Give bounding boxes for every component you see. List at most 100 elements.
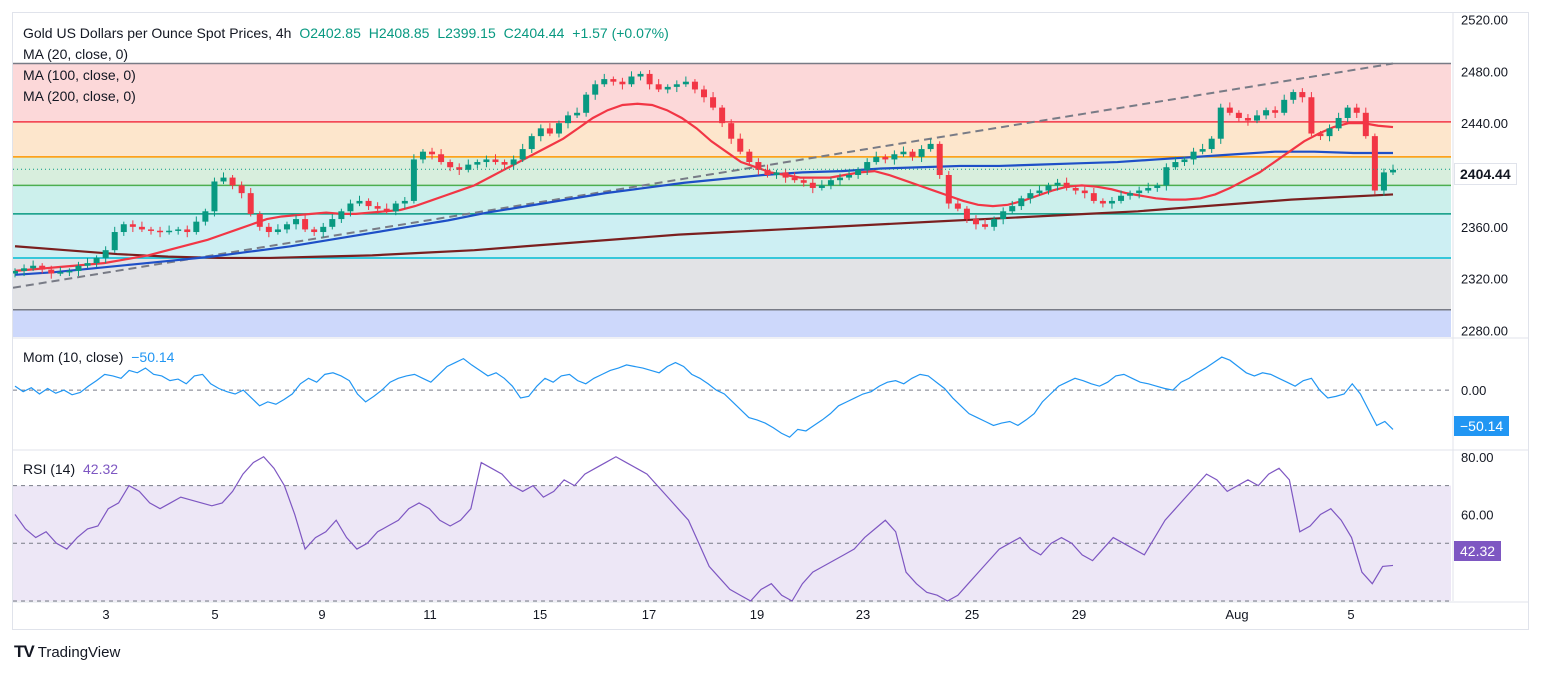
- candle-body[interactable]: [637, 73, 644, 77]
- candle-body[interactable]: [329, 219, 336, 227]
- candle-body[interactable]: [619, 81, 626, 85]
- candle-body[interactable]: [918, 149, 925, 157]
- candle-body[interactable]: [1027, 193, 1034, 199]
- candle-body[interactable]: [1335, 117, 1342, 129]
- candle-body[interactable]: [57, 272, 64, 274]
- candle-body[interactable]: [1190, 151, 1197, 160]
- candle-body[interactable]: [256, 213, 263, 227]
- candle-body[interactable]: [447, 162, 454, 168]
- candle-body[interactable]: [283, 224, 290, 230]
- candle-body[interactable]: [410, 159, 417, 201]
- candle-body[interactable]: [13, 270, 18, 274]
- candle-body[interactable]: [836, 177, 843, 181]
- candle-body[interactable]: [746, 151, 753, 163]
- candle-body[interactable]: [193, 221, 200, 233]
- candle-body[interactable]: [1108, 200, 1115, 204]
- candle-body[interactable]: [1163, 167, 1170, 186]
- candle-body[interactable]: [991, 219, 998, 227]
- candle-body[interactable]: [120, 224, 127, 233]
- candle-body[interactable]: [102, 250, 109, 258]
- candle-body[interactable]: [293, 219, 300, 225]
- candle-body[interactable]: [646, 73, 653, 85]
- candle-body[interactable]: [1099, 200, 1106, 204]
- candle-body[interactable]: [1317, 133, 1324, 137]
- candle-body[interactable]: [1172, 162, 1179, 168]
- candle-body[interactable]: [465, 164, 472, 170]
- candle-body[interactable]: [864, 162, 871, 170]
- candle-body[interactable]: [555, 123, 562, 134]
- candle-body[interactable]: [1362, 112, 1369, 137]
- candle-body[interactable]: [972, 219, 979, 225]
- candle-body[interactable]: [728, 123, 735, 139]
- candle-body[interactable]: [1208, 138, 1215, 150]
- candle-body[interactable]: [392, 203, 399, 212]
- candle-body[interactable]: [211, 181, 218, 212]
- candle-body[interactable]: [75, 265, 82, 271]
- candle-body[interactable]: [873, 156, 880, 163]
- candle-body[interactable]: [537, 128, 544, 137]
- ma20-legend[interactable]: MA (20, close, 0): [23, 46, 129, 62]
- candle-body[interactable]: [546, 128, 553, 134]
- candle-body[interactable]: [1226, 107, 1233, 113]
- candle-body[interactable]: [1118, 195, 1125, 201]
- candle-body[interactable]: [30, 265, 37, 269]
- candle-body[interactable]: [1380, 172, 1387, 191]
- tradingview-brand[interactable]: TV TradingView: [14, 642, 120, 662]
- candle-body[interactable]: [773, 172, 780, 175]
- candle-body[interactable]: [1281, 99, 1288, 113]
- candle-body[interactable]: [764, 169, 771, 175]
- candle-body[interactable]: [755, 162, 762, 170]
- candle-body[interactable]: [429, 151, 436, 155]
- chart-canvas[interactable]: 2520.002480.002440.002400.002360.002320.…: [13, 13, 1528, 629]
- candle-body[interactable]: [157, 230, 164, 233]
- candle-body[interactable]: [338, 211, 345, 220]
- candle-body[interactable]: [1136, 190, 1143, 194]
- candle-body[interactable]: [528, 136, 535, 150]
- candle-body[interactable]: [963, 208, 970, 220]
- candle-body[interactable]: [900, 151, 907, 155]
- candle-body[interactable]: [238, 185, 245, 194]
- candle-body[interactable]: [664, 86, 671, 90]
- candle-body[interactable]: [519, 149, 526, 160]
- candle-body[interactable]: [737, 138, 744, 152]
- candle-body[interactable]: [583, 94, 590, 113]
- candle-body[interactable]: [809, 182, 816, 188]
- candle-body[interactable]: [438, 154, 445, 163]
- candle-body[interactable]: [1081, 190, 1088, 194]
- candle-body[interactable]: [1009, 206, 1016, 212]
- candle-body[interactable]: [927, 143, 934, 150]
- candle-body[interactable]: [1018, 198, 1025, 207]
- candle-body[interactable]: [1045, 185, 1052, 191]
- candle-body[interactable]: [945, 175, 952, 204]
- candle-body[interactable]: [1199, 149, 1206, 152]
- candle-body[interactable]: [1344, 107, 1351, 118]
- candle-body[interactable]: [39, 265, 46, 270]
- candle-body[interactable]: [1353, 107, 1360, 113]
- mom-legend[interactable]: Mom (10, close) −50.14: [23, 349, 178, 365]
- candle-body[interactable]: [782, 172, 789, 178]
- candle-body[interactable]: [1036, 190, 1043, 194]
- candle-body[interactable]: [1244, 117, 1251, 121]
- candle-body[interactable]: [356, 200, 363, 204]
- candle-body[interactable]: [274, 229, 281, 233]
- candle-body[interactable]: [302, 219, 309, 230]
- candle-body[interactable]: [383, 208, 390, 212]
- candle-body[interactable]: [492, 159, 499, 163]
- rsi-legend[interactable]: RSI (14) 42.32: [23, 461, 122, 477]
- candle-body[interactable]: [1390, 169, 1396, 173]
- candle-body[interactable]: [1263, 110, 1270, 116]
- candle-body[interactable]: [111, 232, 118, 251]
- candle-body[interactable]: [265, 226, 272, 233]
- candle-body[interactable]: [827, 180, 834, 186]
- candle-body[interactable]: [129, 224, 136, 227]
- candle-body[interactable]: [1272, 110, 1279, 113]
- candle-body[interactable]: [1217, 107, 1224, 139]
- candle-body[interactable]: [311, 229, 318, 233]
- candle-body[interactable]: [855, 169, 862, 175]
- candle-body[interactable]: [818, 185, 825, 188]
- candle-body[interactable]: [247, 193, 254, 214]
- candle-body[interactable]: [220, 177, 227, 182]
- candle-body[interactable]: [682, 81, 689, 85]
- candle-body[interactable]: [456, 167, 463, 170]
- candle-body[interactable]: [48, 269, 55, 274]
